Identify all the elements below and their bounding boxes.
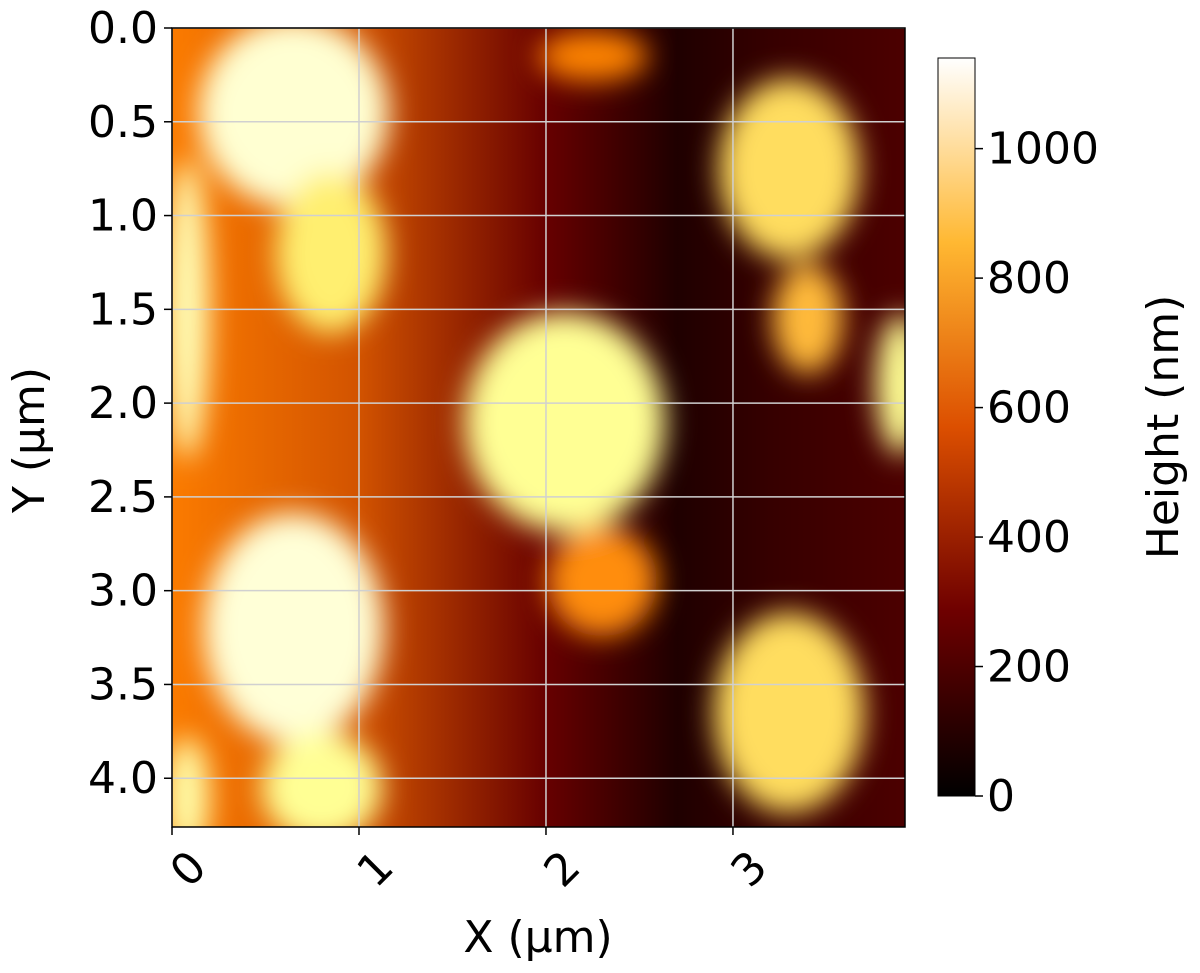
colorbar-tick-label: 400 — [987, 512, 1071, 563]
colorbar-tick-label: 0 — [987, 771, 1015, 822]
y-tick-label: 3.0 — [88, 566, 158, 617]
colorbar-ticks: 0 200 400 600 800 1000 — [975, 124, 1099, 822]
y-tick-label: 2.0 — [88, 378, 158, 429]
plot-area: 0 1 2 3 0.0 0.5 1.0 1.5 2.0 2.5 3.0 3.5 4.0 — [88, 3, 906, 897]
x-tick-label: 3 — [722, 841, 778, 897]
x-tick-label: 0 — [161, 841, 217, 897]
x-tick-label: 2 — [535, 841, 591, 897]
x-axis-ticks: 0 1 2 3 — [161, 827, 778, 897]
height-feature — [772, 263, 843, 374]
height-feature — [537, 31, 648, 82]
colorbar-tick-label: 1000 — [987, 124, 1099, 175]
y-tick-label: 1.5 — [88, 284, 158, 335]
y-tick-label: 2.5 — [88, 472, 158, 523]
height-feature — [547, 526, 658, 637]
height-feature — [198, 28, 389, 208]
height-feature — [203, 513, 384, 744]
colorbar-gradient — [937, 57, 976, 797]
height-feature — [876, 314, 905, 455]
height-feature — [261, 732, 382, 827]
plot-frame — [171, 27, 906, 828]
colorbar-label: Height (nm) — [1138, 295, 1189, 560]
y-axis-ticks: 0.0 0.5 1.0 1.5 2.0 2.5 3.0 3.5 4.0 — [88, 3, 172, 804]
y-axis-label: Y (µm) — [4, 367, 55, 514]
y-tick-label: 0.0 — [88, 3, 158, 54]
heatmap-image — [172, 28, 905, 827]
x-tick-label: 1 — [348, 841, 404, 897]
y-tick-label: 0.5 — [88, 97, 158, 148]
height-feature — [464, 311, 665, 532]
height-feature — [714, 612, 865, 813]
y-tick-label: 4.0 — [88, 753, 158, 804]
colorbar-tick-label: 600 — [987, 383, 1071, 434]
x-axis-label: X (µm) — [463, 912, 612, 963]
y-tick-label: 3.5 — [88, 659, 158, 710]
colorbar-tick-label: 800 — [987, 253, 1071, 304]
y-tick-label: 1.0 — [88, 191, 158, 242]
height-feature — [172, 737, 209, 827]
colorbar-tick-label: 200 — [987, 642, 1071, 693]
height-feature — [719, 78, 860, 259]
colorbar: 0 200 400 600 800 1000 Height (nm) — [937, 57, 1189, 822]
